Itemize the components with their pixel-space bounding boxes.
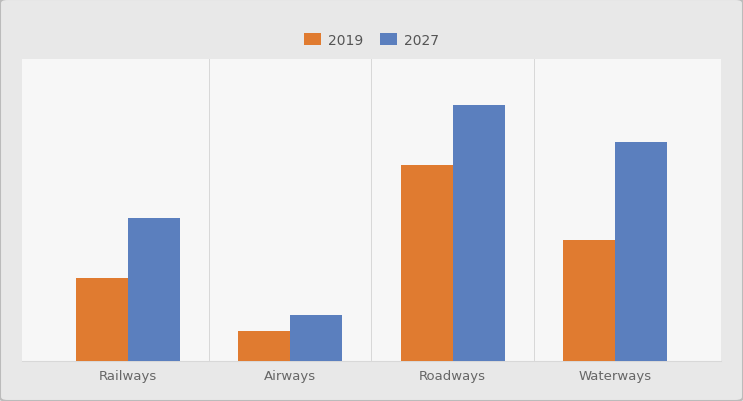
Legend: 2019, 2027: 2019, 2027 (299, 28, 444, 53)
Bar (291, 316, 343, 361)
Bar (239, 331, 291, 361)
Bar (400, 165, 452, 361)
Bar (563, 241, 615, 361)
Bar (615, 143, 667, 361)
Bar (452, 105, 504, 361)
Bar (128, 218, 180, 361)
Bar (76, 278, 128, 361)
